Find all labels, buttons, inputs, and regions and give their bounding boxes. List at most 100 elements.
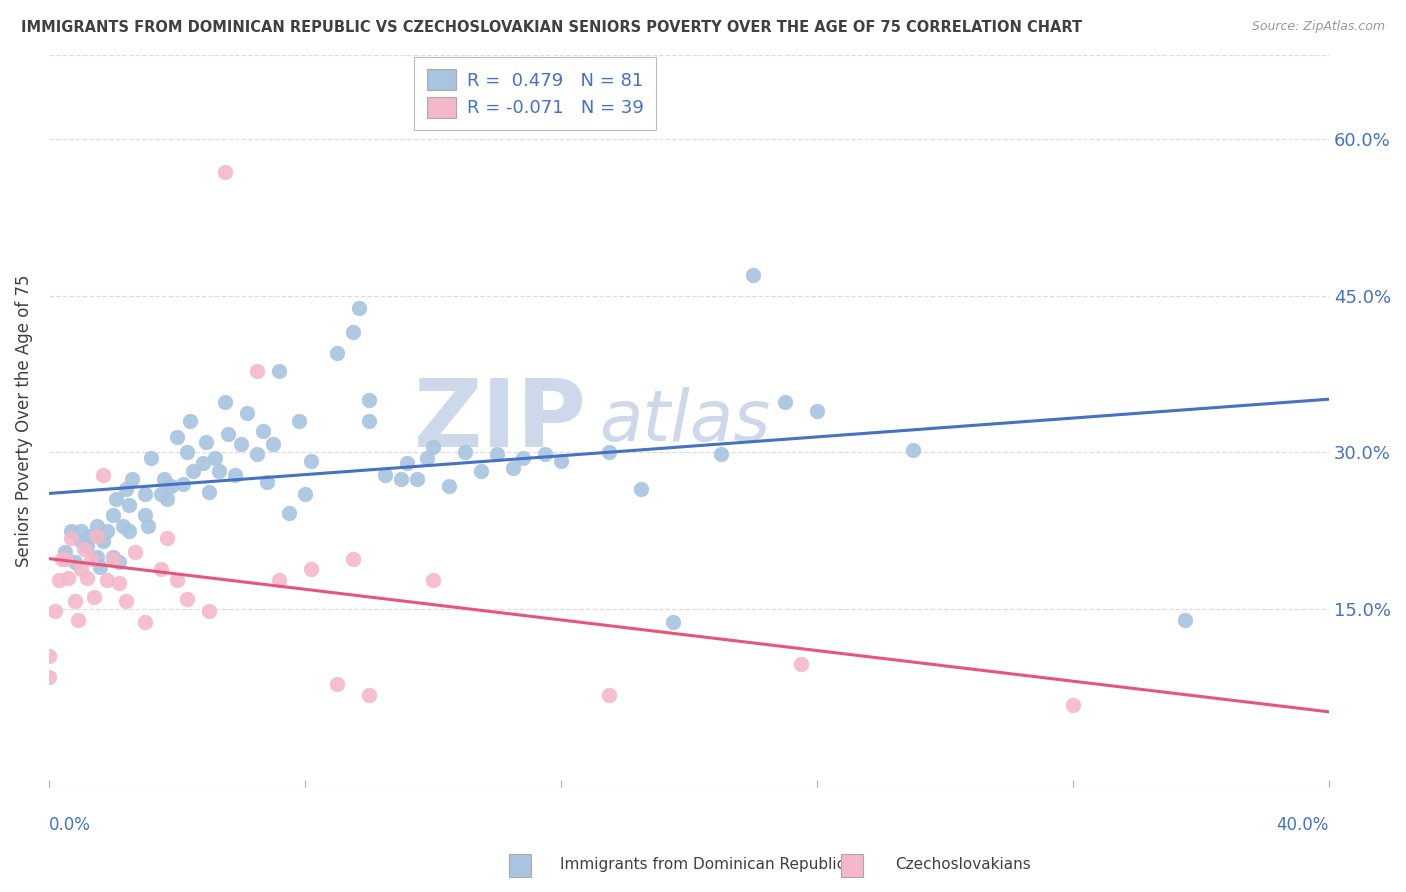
Point: [389, 471, 412, 485]
Point: [256, 475, 278, 489]
Point: [342, 552, 364, 566]
Point: [204, 450, 226, 465]
Point: [53, 545, 76, 559]
Point: [176, 445, 198, 459]
Point: [76, 571, 98, 585]
Point: [207, 464, 229, 478]
Text: IMMIGRANTS FROM DOMINICAN REPUBLIC VS CZECHOSLOVAKIAN SENIORS POVERTY OVER THE A: IMMIGRANTS FROM DOMINICAN REPUBLIC VS CZ…: [21, 20, 1083, 35]
Point: [60, 531, 83, 545]
Point: [229, 437, 252, 451]
Point: [262, 437, 284, 451]
Point: [166, 573, 188, 587]
Point: [101, 549, 124, 564]
Point: [662, 615, 685, 629]
Point: [101, 508, 124, 522]
Point: [217, 426, 239, 441]
Point: [790, 657, 813, 671]
Point: [114, 594, 136, 608]
Point: [149, 562, 172, 576]
Text: 0.0%: 0.0%: [49, 816, 91, 834]
Point: [93, 534, 115, 549]
Point: [470, 464, 492, 478]
Point: [38, 670, 60, 684]
Point: [70, 524, 93, 538]
Point: [194, 434, 217, 449]
Point: [742, 268, 765, 282]
Point: [156, 492, 179, 507]
Bar: [509, 854, 531, 877]
Point: [118, 524, 141, 538]
Point: [83, 590, 105, 604]
Point: [806, 403, 828, 417]
Point: [773, 395, 796, 409]
Point: [224, 468, 246, 483]
Point: [502, 461, 524, 475]
Point: [630, 482, 652, 496]
Point: [252, 425, 274, 439]
Point: [108, 555, 131, 569]
Point: [89, 560, 111, 574]
Point: [485, 448, 508, 462]
Point: [79, 529, 101, 543]
Text: Source: ZipAtlas.com: Source: ZipAtlas.com: [1251, 20, 1385, 33]
Point: [1062, 698, 1084, 713]
Point: [134, 487, 156, 501]
Point: [179, 414, 201, 428]
Point: [236, 406, 259, 420]
Point: [598, 688, 620, 702]
Point: [550, 454, 572, 468]
Point: [86, 549, 108, 564]
Point: [349, 301, 371, 315]
Point: [153, 471, 176, 485]
Point: [51, 552, 73, 566]
Point: [396, 456, 419, 470]
Point: [159, 479, 181, 493]
Point: [415, 450, 437, 465]
Point: [198, 604, 221, 618]
Point: [214, 395, 236, 409]
Text: Immigrants from Dominican Republic: Immigrants from Dominican Republic: [561, 857, 845, 872]
Point: [48, 573, 70, 587]
Point: [70, 562, 93, 576]
Point: [38, 649, 60, 664]
Text: atlas: atlas: [599, 386, 770, 456]
Point: [73, 541, 96, 556]
Point: [294, 487, 316, 501]
Y-axis label: Seniors Poverty Over the Age of 75: Seniors Poverty Over the Age of 75: [15, 275, 32, 567]
Point: [901, 443, 924, 458]
Point: [105, 492, 128, 507]
Point: [96, 573, 118, 587]
Point: [63, 555, 86, 569]
Point: [269, 364, 291, 378]
Point: [56, 571, 79, 585]
Point: [342, 325, 364, 339]
Point: [176, 591, 198, 606]
Point: [534, 448, 557, 462]
Point: [326, 677, 349, 691]
Point: [134, 508, 156, 522]
Point: [172, 476, 194, 491]
Point: [108, 576, 131, 591]
Point: [53, 552, 76, 566]
Point: [598, 445, 620, 459]
Point: [124, 545, 146, 559]
Point: [198, 485, 221, 500]
Bar: [841, 854, 863, 877]
Point: [156, 531, 179, 545]
Point: [357, 688, 380, 702]
Point: [141, 450, 163, 465]
Legend: R =  0.479   N = 81, R = -0.071   N = 39: R = 0.479 N = 81, R = -0.071 N = 39: [415, 57, 657, 130]
Point: [357, 393, 380, 408]
Point: [181, 464, 204, 478]
Text: Czechoslovakians: Czechoslovakians: [896, 857, 1031, 872]
Point: [326, 346, 349, 360]
Point: [101, 552, 124, 566]
Point: [710, 448, 733, 462]
Point: [287, 414, 309, 428]
Point: [246, 364, 269, 378]
Point: [149, 487, 172, 501]
Point: [246, 448, 269, 462]
Point: [66, 613, 89, 627]
Point: [96, 524, 118, 538]
Point: [422, 440, 444, 454]
